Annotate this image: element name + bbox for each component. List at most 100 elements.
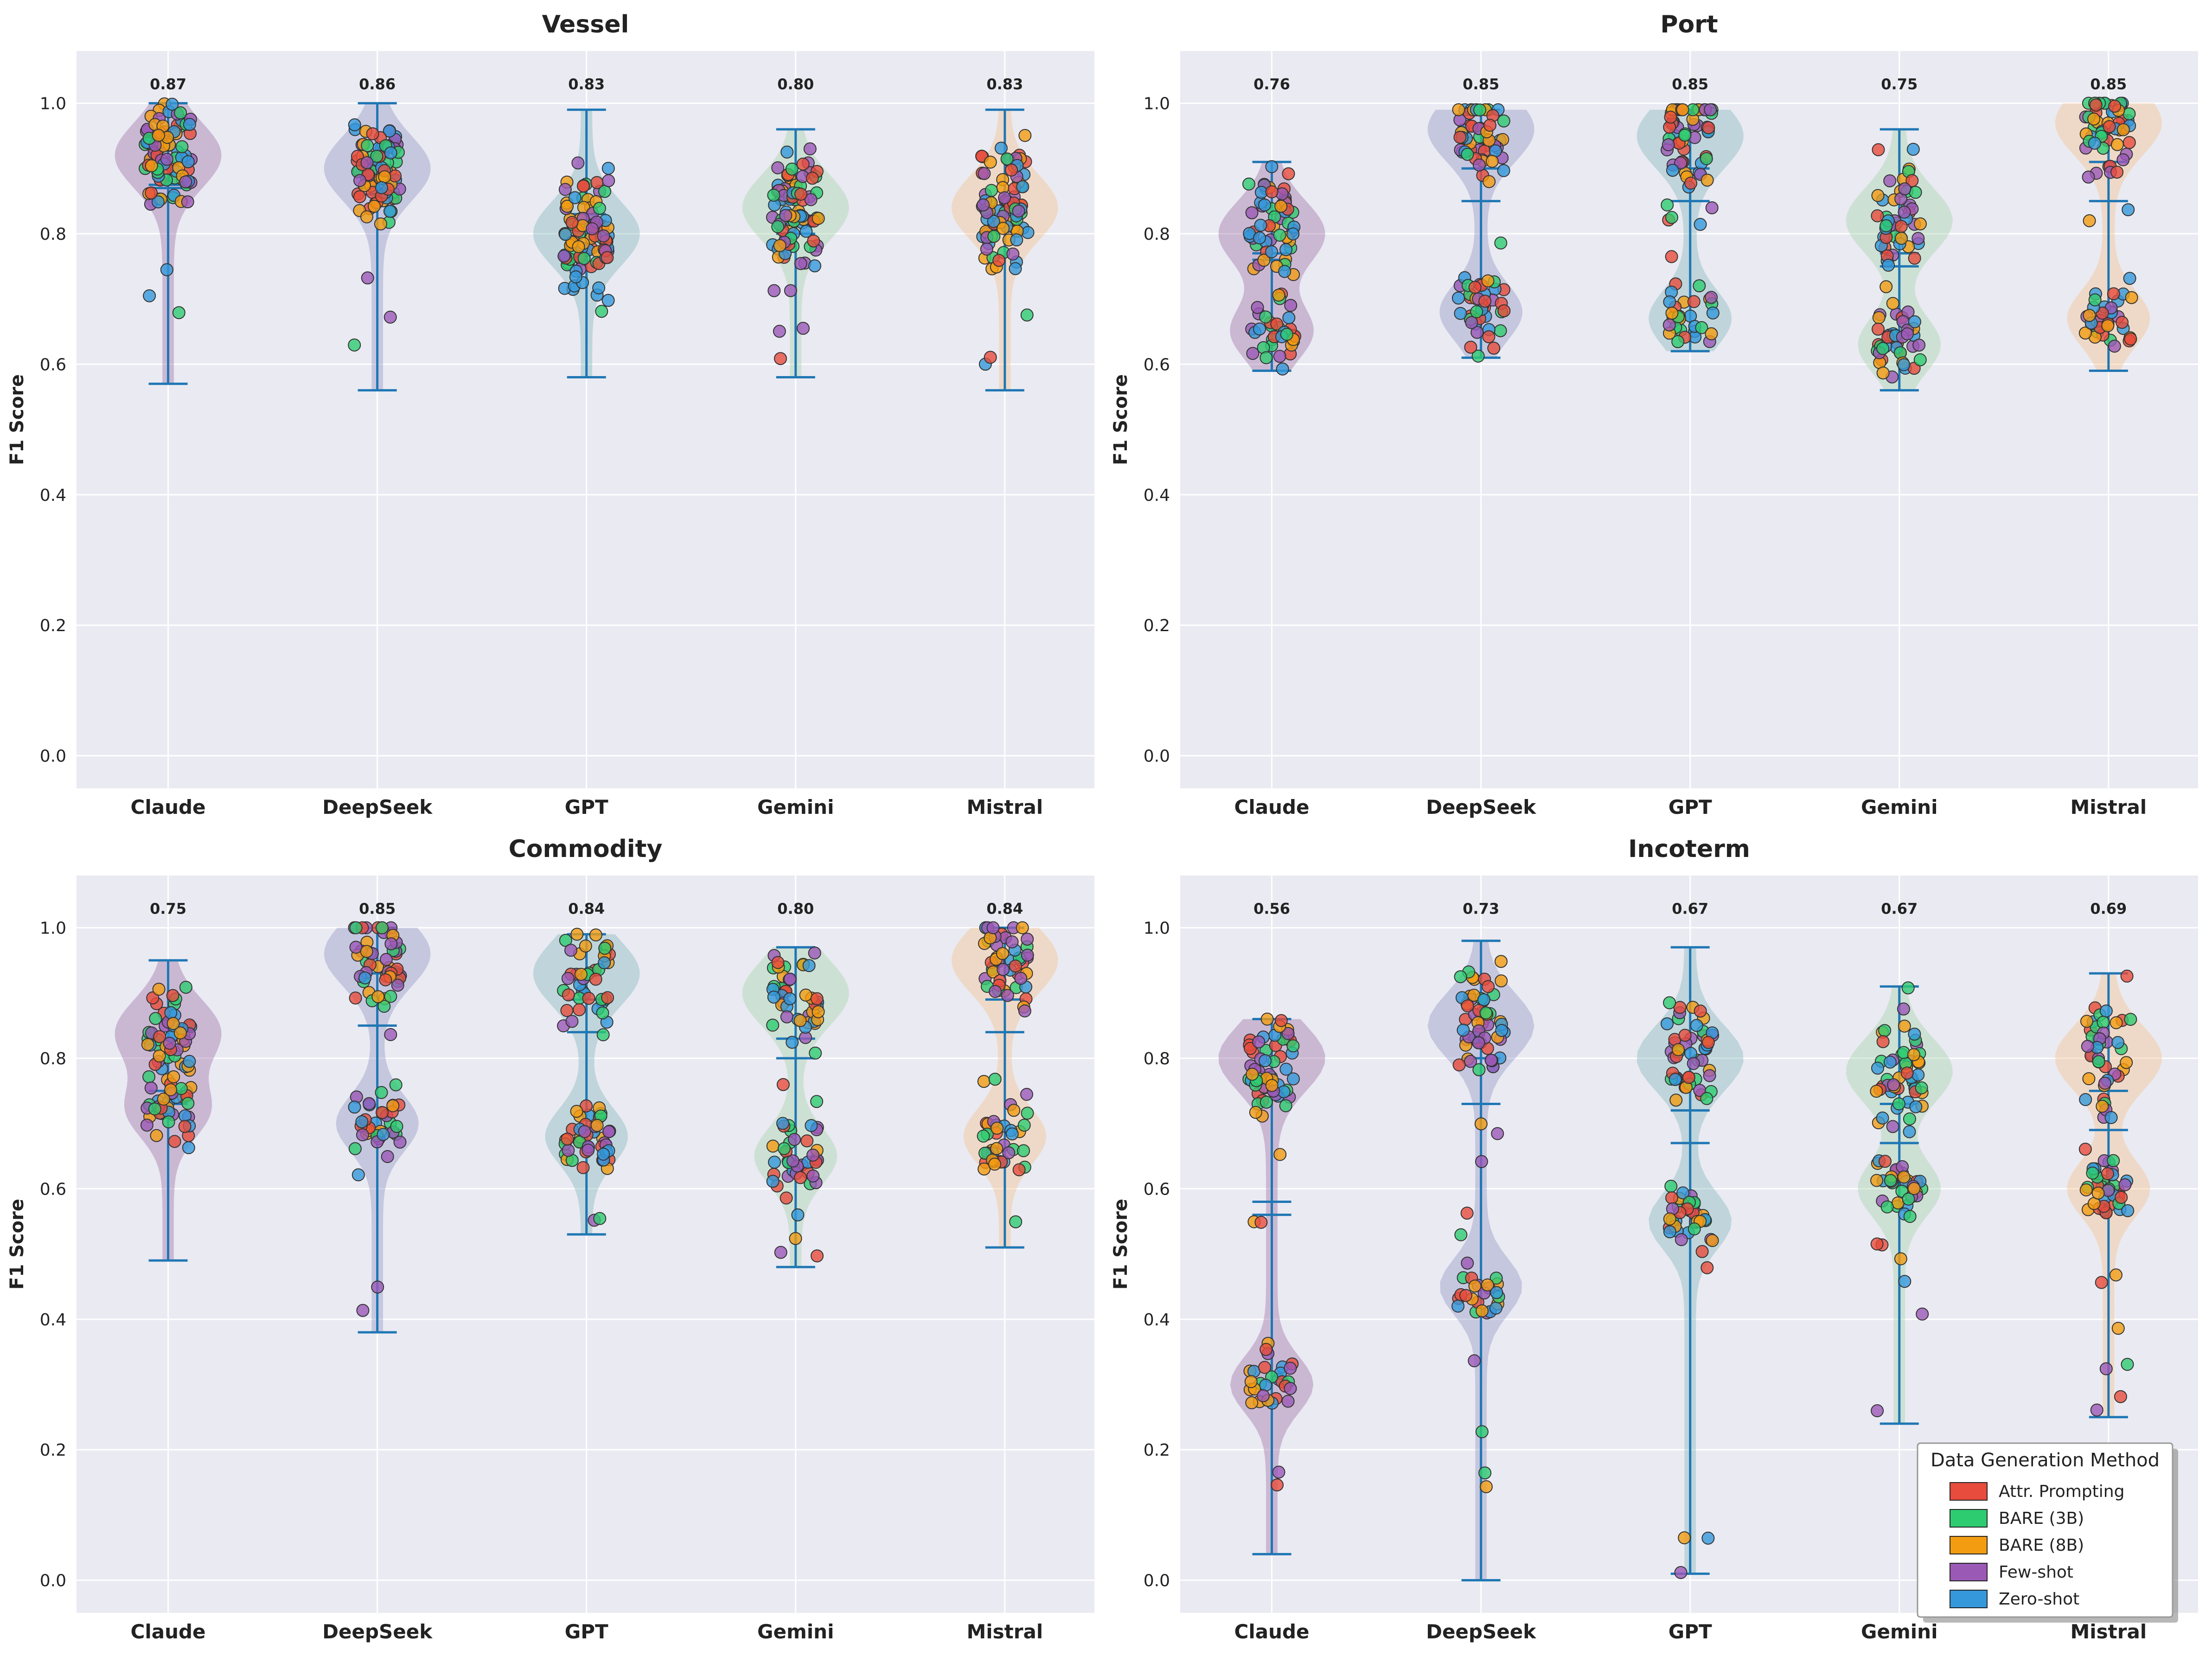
data-point xyxy=(160,263,173,276)
data-point xyxy=(1912,232,1925,245)
data-point xyxy=(1661,198,1674,211)
data-point xyxy=(1249,1106,1262,1119)
data-point xyxy=(1273,1148,1287,1161)
data-point xyxy=(174,106,187,120)
data-point xyxy=(1483,175,1496,188)
data-point xyxy=(1876,342,1890,355)
x-tick-label: Mistral xyxy=(2070,1620,2147,1643)
data-point xyxy=(1265,185,1279,198)
mean-label: 0.69 xyxy=(2090,900,2127,917)
data-point xyxy=(1002,1146,1016,1159)
data-point xyxy=(2099,1004,2113,1018)
data-point xyxy=(157,1093,170,1106)
data-point xyxy=(988,1073,1002,1086)
x-tick-label: Gemini xyxy=(757,796,834,818)
data-point xyxy=(773,325,786,338)
legend-swatch xyxy=(1950,1482,1988,1501)
data-point xyxy=(2125,291,2138,304)
data-point xyxy=(371,1280,384,1294)
data-point xyxy=(1485,154,1499,168)
legend-swatch xyxy=(1950,1536,1988,1554)
panel-title: Incoterm xyxy=(1628,835,1750,863)
data-point xyxy=(997,963,1010,976)
data-point xyxy=(1908,315,1921,328)
data-point xyxy=(1898,1019,1911,1033)
data-point xyxy=(381,1150,394,1163)
data-point xyxy=(1664,110,1677,124)
data-point xyxy=(1880,1200,1894,1214)
data-point xyxy=(2090,1403,2103,1417)
y-axis-label: F1 Score xyxy=(1110,374,1132,465)
data-point xyxy=(596,1006,609,1020)
data-point xyxy=(1491,1127,1504,1140)
data-point xyxy=(595,305,608,318)
data-point xyxy=(1464,1055,1477,1068)
data-point xyxy=(2083,214,2096,227)
data-point xyxy=(1880,219,1893,232)
y-tick-label: 0.4 xyxy=(40,1311,66,1330)
mean-label: 0.80 xyxy=(777,900,814,917)
y-tick-label: 0.4 xyxy=(1144,1311,1170,1330)
data-point xyxy=(1494,237,1508,249)
y-tick-label: 0.2 xyxy=(40,616,66,635)
y-tick-label: 0.8 xyxy=(40,1049,66,1068)
data-point xyxy=(1017,1144,1030,1157)
data-point xyxy=(1871,1061,1884,1075)
y-tick-label: 0.4 xyxy=(40,486,66,505)
data-point xyxy=(1259,1095,1273,1109)
data-point xyxy=(1882,258,1895,272)
y-tick-label: 0.6 xyxy=(40,355,66,374)
data-point xyxy=(379,953,393,966)
legend-item-label: Few-shot xyxy=(1999,1563,2073,1582)
data-point xyxy=(1273,229,1286,242)
x-tick-label: Mistral xyxy=(2070,796,2147,818)
data-point xyxy=(996,947,1009,960)
data-point xyxy=(360,210,373,224)
data-point xyxy=(2120,969,2134,983)
data-point xyxy=(1871,1404,1884,1418)
data-point xyxy=(572,240,585,253)
data-point xyxy=(991,1121,1004,1135)
data-point xyxy=(1461,147,1474,161)
mean-label: 0.85 xyxy=(1463,75,1499,93)
data-point xyxy=(1010,233,1023,247)
legend-swatch xyxy=(1950,1563,1988,1581)
data-point xyxy=(1016,180,1029,193)
data-point xyxy=(593,1212,607,1225)
data-point xyxy=(1454,1228,1468,1241)
data-point xyxy=(806,1148,819,1162)
data-point xyxy=(1879,1155,1892,1168)
data-point xyxy=(1253,231,1266,244)
data-point xyxy=(586,222,599,236)
data-point xyxy=(2092,1055,2105,1068)
data-point xyxy=(1472,158,1486,172)
data-point xyxy=(1470,326,1484,339)
data-point xyxy=(1259,1343,1273,1356)
data-point xyxy=(1883,1055,1897,1069)
data-point xyxy=(1705,201,1719,215)
data-point xyxy=(2110,138,2124,151)
data-point xyxy=(1870,1237,1884,1251)
data-point xyxy=(1274,199,1288,213)
data-point xyxy=(1876,1111,1889,1125)
data-point xyxy=(571,156,585,170)
y-axis-label: F1 Score xyxy=(1110,1199,1132,1290)
data-point xyxy=(989,985,1002,998)
data-point xyxy=(783,972,797,986)
data-point xyxy=(589,928,602,942)
data-point xyxy=(794,1171,807,1184)
data-point xyxy=(977,1075,991,1088)
data-point xyxy=(1700,152,1713,166)
data-point xyxy=(2088,293,2102,307)
data-point xyxy=(1912,1068,1925,1081)
data-point xyxy=(1453,131,1467,144)
data-point xyxy=(598,941,612,955)
data-point xyxy=(1497,164,1510,177)
data-point xyxy=(766,1139,780,1153)
data-point xyxy=(1474,1117,1488,1131)
data-point xyxy=(978,1162,991,1176)
data-point xyxy=(1687,1057,1700,1070)
data-point xyxy=(589,972,602,986)
data-point xyxy=(389,1078,403,1092)
x-tick-label: DeepSeek xyxy=(1426,796,1536,818)
